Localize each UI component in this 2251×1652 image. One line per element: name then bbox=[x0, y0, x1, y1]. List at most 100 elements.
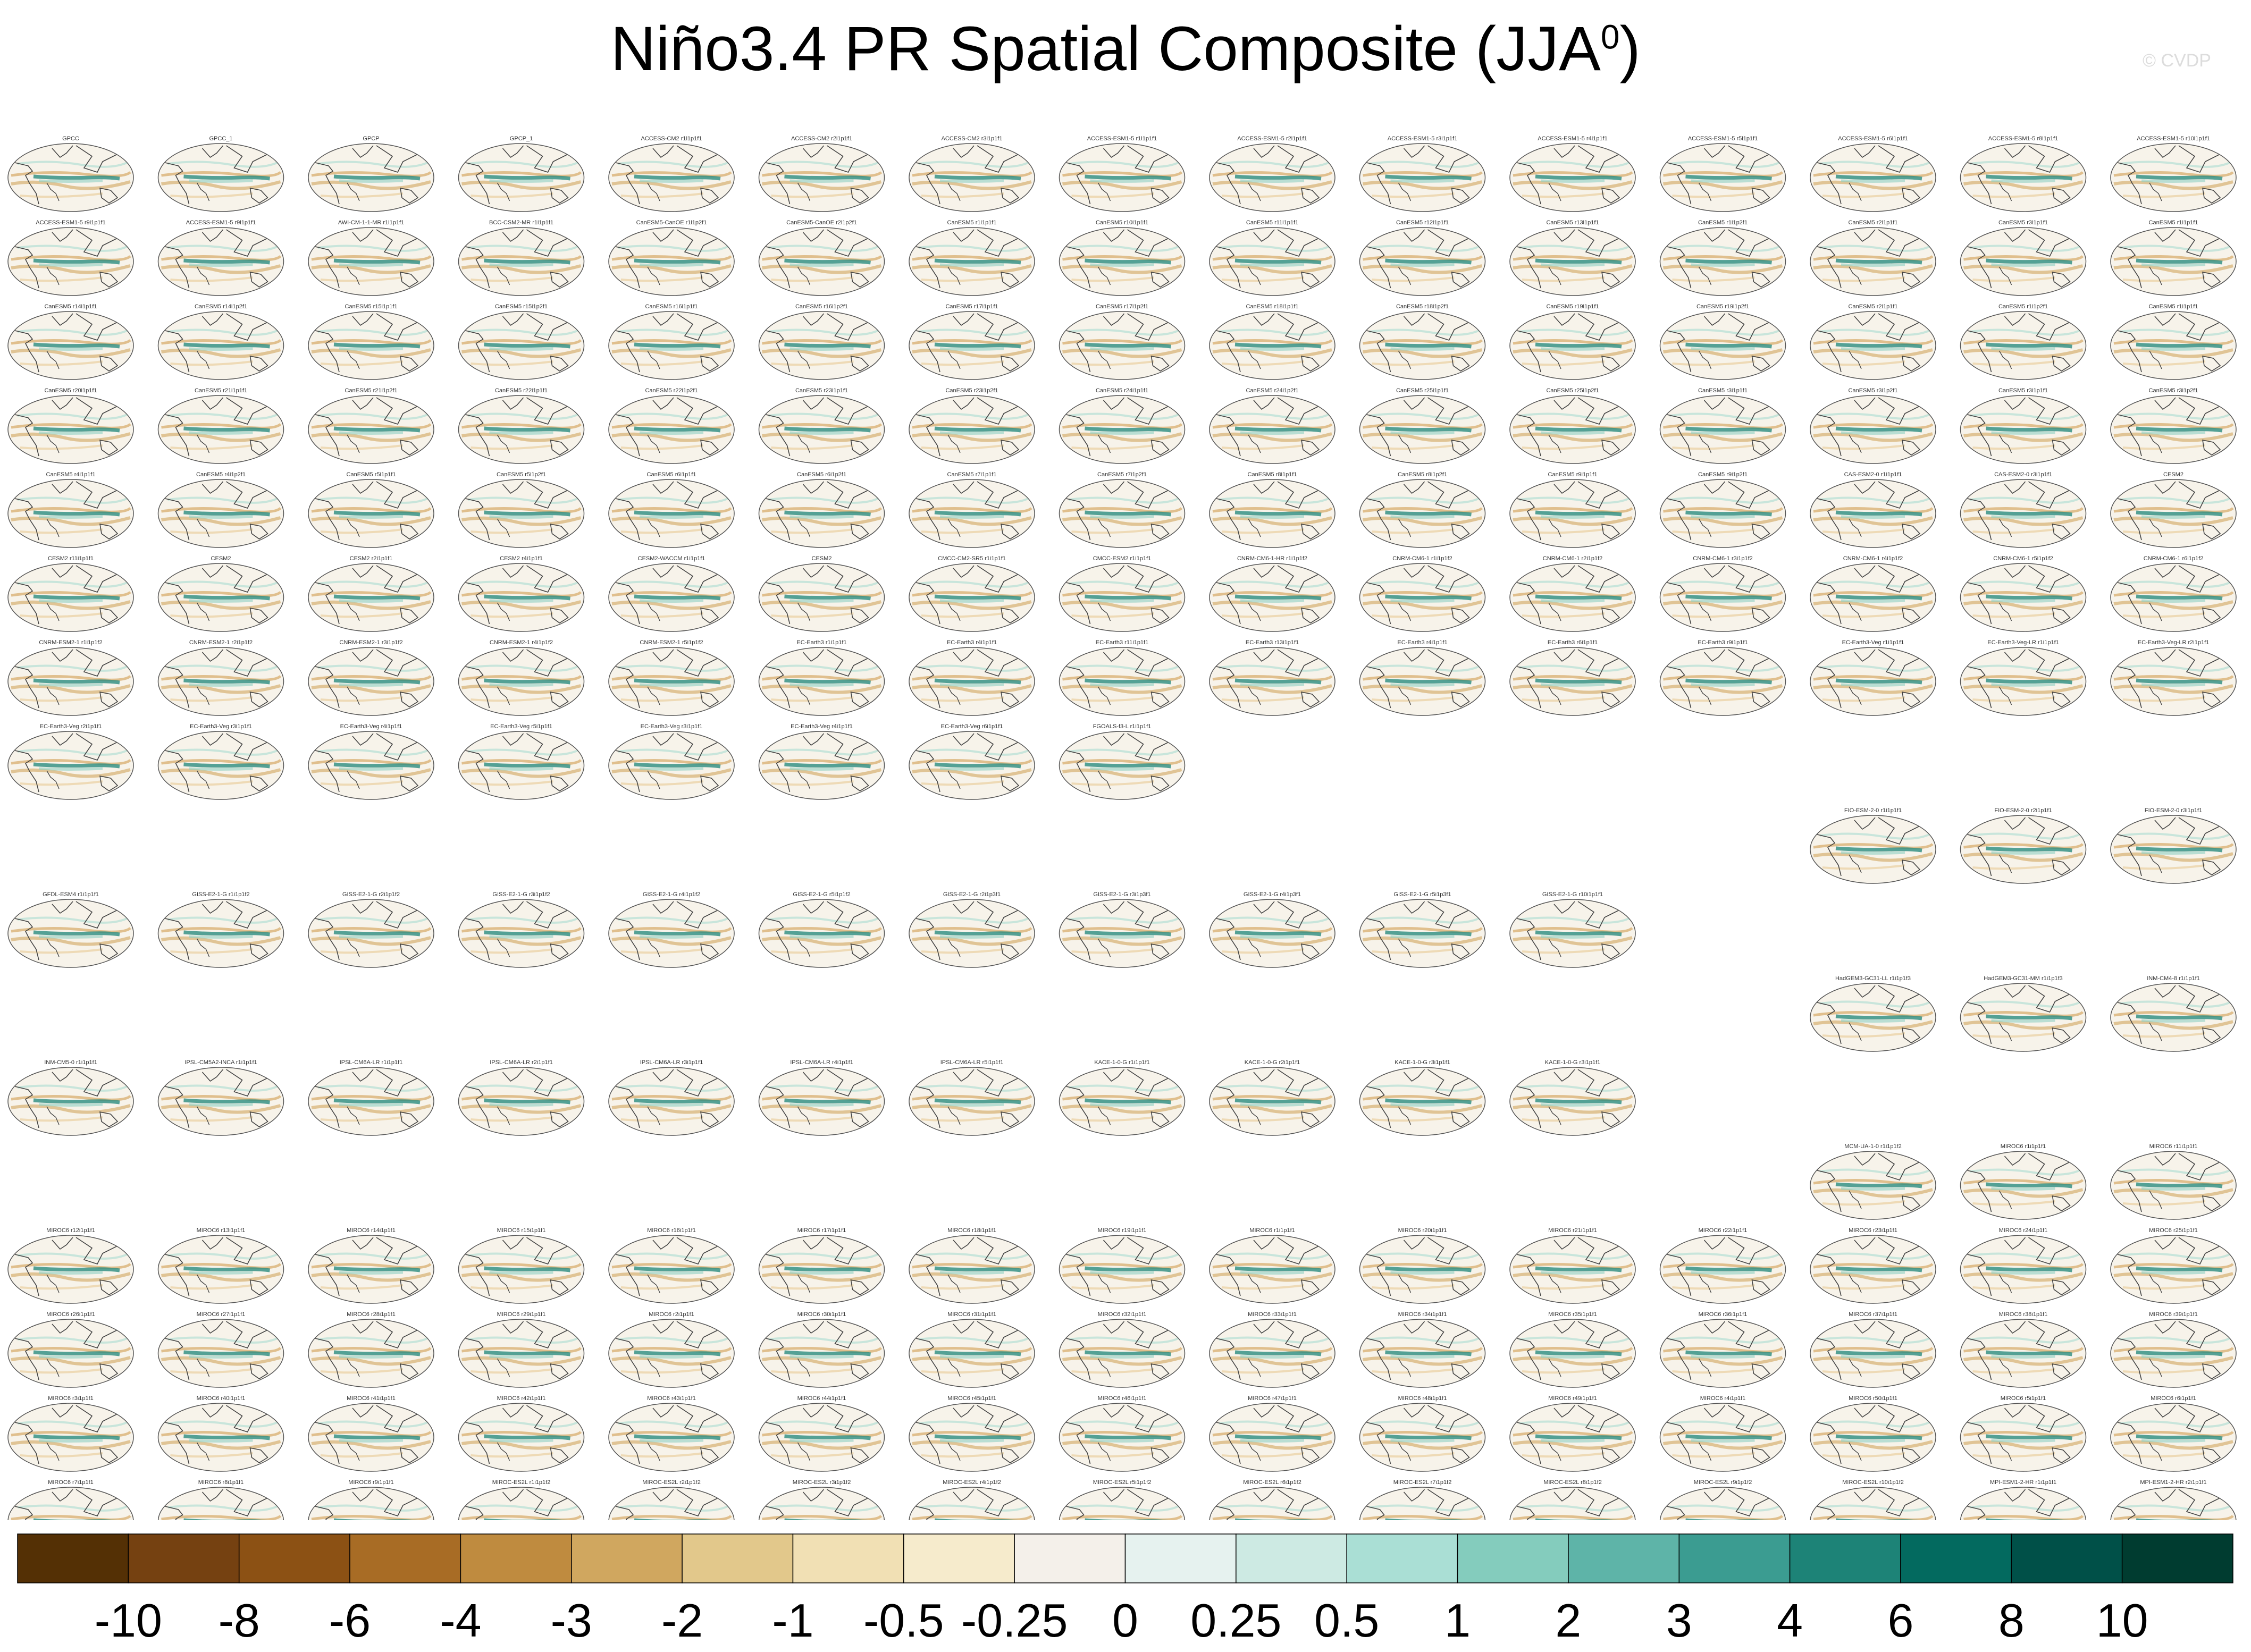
colorbar-swatch bbox=[1457, 1533, 1569, 1583]
map-panel: EC-Earth3-Veg r4i1p1f1 bbox=[758, 723, 885, 800]
map-panel: CanESM5 r3i1p2f1 bbox=[1810, 387, 1936, 464]
map-panel-label: MIROC6 r6i1p1f1 bbox=[2151, 1395, 2196, 1402]
colorbar-tick-label: 6 bbox=[1887, 1594, 1913, 1647]
map-panel: CNRM-ESM2-1 r5i1p1f2 bbox=[608, 639, 735, 716]
map-panel: CanESM5 r1i1p1f1 bbox=[2110, 304, 2237, 380]
map-panel-label: CAS-ESM2-0 r3i1p1f1 bbox=[1994, 471, 2052, 478]
map-panel: MIROC6 r21i1p1f1 bbox=[1509, 1227, 1636, 1304]
map-panel-label: CanESM5 r16i1p2f1 bbox=[795, 304, 848, 310]
map-panel: GISS-E2-1-G r3i1p1f2 bbox=[458, 891, 585, 968]
map-panel: MIROC-ES2L r8i1p1f2 bbox=[1509, 1479, 1636, 1520]
map-panel: INM-CM5-0 r1i1p1f1 bbox=[7, 1059, 134, 1136]
colorbar-tick-label: 0 bbox=[1112, 1594, 1138, 1647]
colorbar-swatch bbox=[128, 1533, 240, 1583]
map-panel-label: CNRM-ESM2-1 r4i1p1f2 bbox=[490, 639, 553, 646]
map-panel-label: MIROC6 r11i1p1f1 bbox=[2149, 1143, 2198, 1150]
map-panel-label: MIROC6 r40i1p1f1 bbox=[197, 1395, 246, 1402]
map-panel-label: AWI-CM-1-1-MR r1i1p1f1 bbox=[338, 220, 404, 226]
map-panel: FIO-ESM-2-0 r2i1p1f1 bbox=[1960, 807, 2087, 884]
map-panel: CanESM5 r1i1p2f1 bbox=[1960, 304, 2087, 380]
map-panel-label: CanESM5 r1i1p2f1 bbox=[1998, 304, 2048, 310]
map-panel-label: EC-Earth3-Veg r4i1p1f1 bbox=[791, 723, 853, 730]
map-panel-label: KACE-1-0-G r1i1p1f1 bbox=[1094, 1059, 1150, 1066]
map-panel: GISS-E2-1-G r1i1p1f2 bbox=[157, 891, 284, 968]
map-panel: GPCP_1 bbox=[458, 136, 585, 212]
map-panel-label: CESM2-WACCM r1i1p1f1 bbox=[638, 555, 705, 562]
map-panel: CanESM5 r7i1p1f1 bbox=[909, 471, 1035, 548]
map-panel-label: MIROC6 r49i1p1f1 bbox=[1548, 1395, 1597, 1402]
colorbar-swatch bbox=[792, 1533, 904, 1583]
map-panel: MIROC6 r3i1p1f1 bbox=[7, 1395, 134, 1472]
map-panel-label: IPSL-CM6A-LR r5i1p1f1 bbox=[940, 1059, 1004, 1066]
colorbar-swatch bbox=[1789, 1533, 1901, 1583]
map-panel: CanESM5 r17i1p1f1 bbox=[909, 304, 1035, 380]
map-panel: CanESM5 r24i1p2f1 bbox=[1209, 387, 1336, 464]
map-panel-label: MIROC6 r29i1p1f1 bbox=[497, 1311, 546, 1318]
map-panel: MIROC6 r50i1p1f1 bbox=[1810, 1395, 1936, 1472]
map-panel-label: ACCESS-ESM1-5 r10i1p1f1 bbox=[2137, 136, 2210, 142]
map-panel-label: CNRM-CM6-1-HR r1i1p1f2 bbox=[1237, 555, 1307, 562]
map-panel: CanESM5 r14i1p1f1 bbox=[7, 304, 134, 380]
map-panel-label: INM-CM5-0 r1i1p1f1 bbox=[44, 1059, 97, 1066]
map-panel-label: MIROC6 r7i1p1f1 bbox=[48, 1479, 94, 1486]
map-panel: EC-Earth3 r4i1p1f1 bbox=[1359, 639, 1486, 716]
map-panel-label: MPI-ESM1-2-HR r1i1p1f1 bbox=[1990, 1479, 2056, 1486]
map-panel-label: MIROC-ES2L r7i1p1f2 bbox=[1393, 1479, 1452, 1486]
map-panel-label: FGOALS-f3-L r1i1p1f1 bbox=[1093, 723, 1152, 730]
colorbar-tick-label: -10 bbox=[95, 1594, 162, 1647]
colorbar-swatch bbox=[2121, 1533, 2233, 1583]
map-panel: CanESM5 r15i1p2f1 bbox=[458, 304, 585, 380]
map-panel-label: EC-Earth3-Veg r5i1p1f1 bbox=[490, 723, 552, 730]
map-panel-label: MIROC-ES2L r4i1p1f2 bbox=[943, 1479, 1001, 1486]
map-panel-label: CanESM5 r23i1p1f1 bbox=[795, 387, 848, 394]
colorbar-swatch bbox=[17, 1533, 129, 1583]
map-panel-label: CanESM5 r17i1p2f1 bbox=[1096, 304, 1148, 310]
map-panel-label: CanESM5 r19i1p2f1 bbox=[1696, 304, 1749, 310]
map-panel-label: CanESM5 r1i1p1f1 bbox=[947, 220, 997, 226]
map-panel-label: CanESM5 r24i1p1f1 bbox=[1096, 387, 1148, 394]
map-panel: EC-Earth3-Veg r2i1p1f1 bbox=[7, 723, 134, 800]
map-panel-label: MIROC6 r18i1p1f1 bbox=[947, 1227, 996, 1234]
map-panel: IPSL-CM5A2-INCA r1i1p1f1 bbox=[157, 1059, 284, 1136]
map-panel-label: CanESM5 r12i1p1f1 bbox=[1396, 220, 1449, 226]
map-panel: HadGEM3-GC31-LL r1i1p1f3 bbox=[1810, 975, 1936, 1052]
map-panel: MIROC6 r47i1p1f1 bbox=[1209, 1395, 1336, 1472]
map-panel: GFDL-ESM4 r1i1p1f1 bbox=[7, 891, 134, 968]
map-panel-label: CanESM5 r15i1p1f1 bbox=[345, 304, 397, 310]
map-panel: CanESM5 r22i1p2f1 bbox=[608, 387, 735, 464]
map-panel-label: MIROC6 r45i1p1f1 bbox=[947, 1395, 996, 1402]
map-panel-label: ACCESS-ESM1-5 r6i1p1f1 bbox=[1838, 136, 1908, 142]
map-panel: MIROC6 r22i1p1f1 bbox=[1659, 1227, 1786, 1304]
map-panel: ACCESS-ESM1-5 r9i1p1f1 bbox=[157, 220, 284, 296]
map-panel: GISS-E2-1-G r2i1p3f1 bbox=[909, 891, 1035, 968]
map-panel: FGOALS-f3-L r1i1p1f1 bbox=[1059, 723, 1186, 800]
map-panel-label: CanESM5 r4i1p2f1 bbox=[196, 471, 246, 478]
map-panel: MIROC6 r25i1p1f1 bbox=[2110, 1227, 2237, 1304]
map-panel: CanESM5 r6i1p1f1 bbox=[608, 471, 735, 548]
map-panel: CanESM5 r23i1p1f1 bbox=[758, 387, 885, 464]
map-panel: IPSL-CM6A-LR r2i1p1f1 bbox=[458, 1059, 585, 1136]
map-panel-label: ACCESS-CM2 r2i1p1f1 bbox=[791, 136, 852, 142]
map-panel: MIROC6 r19i1p1f1 bbox=[1059, 1227, 1186, 1304]
map-panel-label: CanESM5 r2i1p1f1 bbox=[1849, 304, 1898, 310]
map-panel-label: MIROC6 r14i1p1f1 bbox=[347, 1227, 396, 1234]
map-panel: CESM2 r11i1p1f1 bbox=[7, 555, 134, 632]
map-panel: GISS-E2-1-G r5i1p3f1 bbox=[1359, 891, 1486, 968]
map-panel: CESM2 r2i1p1f1 bbox=[308, 555, 434, 632]
colorbar-tick-label: 4 bbox=[1777, 1594, 1803, 1647]
map-panel: MIROC-ES2L r6i1p1f2 bbox=[1209, 1479, 1336, 1520]
map-panel: MIROC6 r7i1p1f1 bbox=[7, 1479, 134, 1520]
map-panel-label: CanESM5 r21i1p1f1 bbox=[195, 387, 247, 394]
map-panel-label: EC-Earth3 r11i1p1f1 bbox=[1096, 639, 1148, 646]
map-panel: CanESM5 r24i1p1f1 bbox=[1059, 387, 1186, 464]
map-panel: CanESM5 r9i1p2f1 bbox=[1659, 471, 1786, 548]
map-panel: ACCESS-CM2 r2i1p1f1 bbox=[758, 136, 885, 212]
map-panel: CanESM5 r9i1p1f1 bbox=[1509, 471, 1636, 548]
colorbar-tick-label: -1 bbox=[772, 1594, 813, 1647]
map-panel: CanESM5 r3i1p2f1 bbox=[2110, 387, 2237, 464]
map-panel-label: MIROC-ES2L r8i1p1f2 bbox=[1543, 1479, 1602, 1486]
map-panel-label: CanESM5 r1i1p1f1 bbox=[2149, 304, 2198, 310]
map-panel: MIROC6 r9i1p1f1 bbox=[308, 1479, 434, 1520]
map-panel-label: IPSL-CM6A-LR r1i1p1f1 bbox=[340, 1059, 403, 1066]
map-panel: MIROC6 r43i1p1f1 bbox=[608, 1395, 735, 1472]
